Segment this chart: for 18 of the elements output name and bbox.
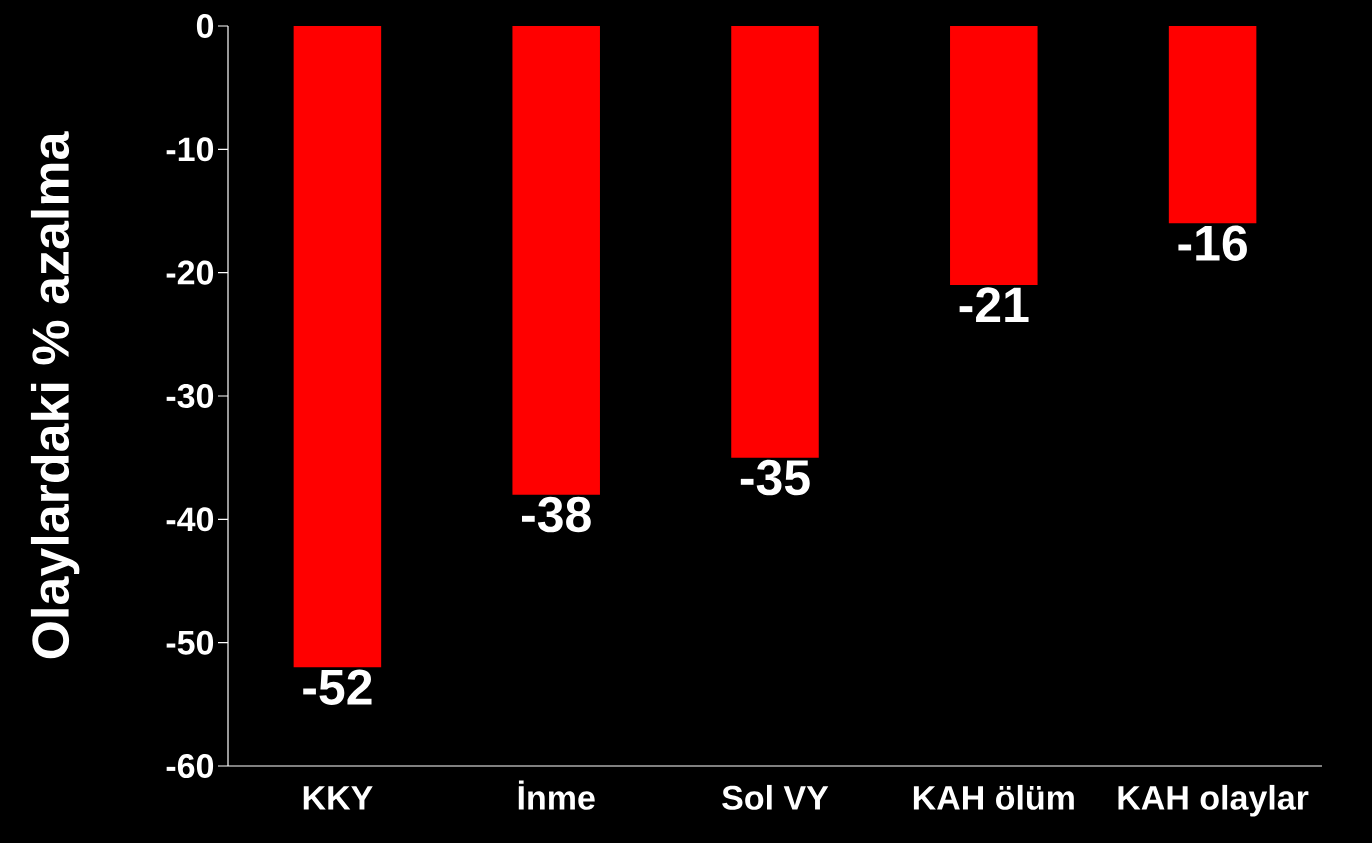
x-tick-label: KAH ölüm: [913, 784, 1074, 810]
data-label: -35: [740, 459, 810, 496]
y-tick-label: -20: [166, 260, 214, 285]
x-tick-label: KKY: [303, 786, 373, 810]
data-label: -52: [303, 669, 372, 705]
y-tick-label: -10: [166, 137, 214, 162]
y-tick-label: 0: [196, 13, 214, 39]
y-tick-label: -30: [166, 383, 214, 409]
x-tick-label: KAH olaylar: [1118, 784, 1309, 817]
y-tick-label: -50: [166, 630, 214, 655]
data-label: -16: [1178, 225, 1247, 261]
x-tick-label: İnme: [518, 780, 595, 810]
data-label: -38: [522, 496, 591, 533]
y-tick-label: -40: [166, 507, 214, 532]
y-tick-label: -60: [166, 753, 214, 779]
data-label: -21: [959, 287, 1029, 323]
x-tick-label: Sol VY: [722, 784, 829, 810]
y-axis-title: Olaylardaki % azalma: [30, 131, 80, 659]
